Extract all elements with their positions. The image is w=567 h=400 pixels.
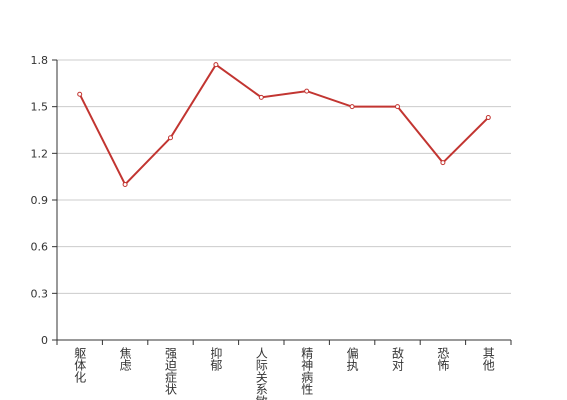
point (440, 160, 446, 166)
point (77, 91, 83, 97)
point (168, 135, 173, 141)
point (485, 115, 491, 121)
point (213, 62, 219, 68)
y-tick-label: 1.5 (31, 101, 49, 114)
line (78, 63, 490, 187)
x-tick-label: 其他 (481, 347, 495, 371)
x-tick-label: 精神病性 (300, 347, 314, 396)
x-tick-label: 强迫症状 (164, 347, 178, 395)
x-tick-label: 抑郁 (209, 346, 223, 372)
point (304, 88, 310, 94)
y-tick-label: 1.8 (31, 54, 49, 67)
x-tick-label: 焦虑 (118, 347, 132, 371)
y-tick-label: 0.6 (31, 241, 49, 254)
point (258, 94, 264, 100)
point (122, 181, 128, 187)
y-tick-label: 0.9 (31, 194, 49, 207)
point (349, 104, 355, 110)
x-tick-label: 人际关系敏感 (254, 347, 268, 400)
y-tick-label: 0 (41, 334, 48, 347)
y-tick-label: 0.3 (31, 287, 49, 300)
x-tick-label: 敌对 (391, 346, 405, 371)
y-tick-label: 1.2 (31, 147, 49, 160)
x-tick-label: 躯体化 (73, 346, 87, 384)
point (395, 104, 400, 110)
x-tick-label: 恐怖 (436, 347, 450, 371)
x-tick-label: 偏执 (345, 346, 359, 372)
